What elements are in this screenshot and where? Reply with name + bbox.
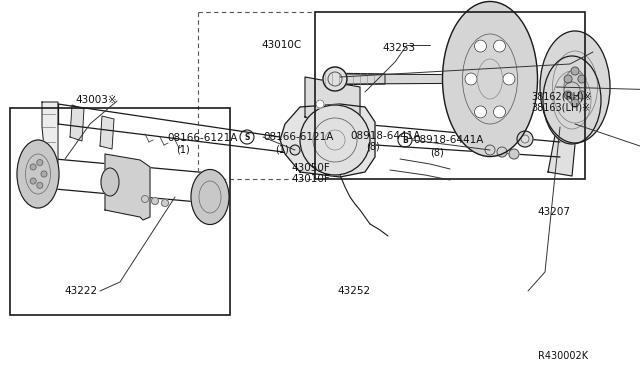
Circle shape	[37, 160, 43, 166]
Text: 43010F: 43010F	[291, 174, 330, 184]
Polygon shape	[305, 77, 360, 127]
Text: R430002K: R430002K	[538, 352, 588, 361]
Circle shape	[474, 40, 486, 52]
Text: 38162(RH)※: 38162(RH)※	[531, 92, 592, 102]
Circle shape	[474, 106, 486, 118]
Polygon shape	[105, 154, 150, 220]
Ellipse shape	[564, 70, 586, 105]
Circle shape	[564, 82, 580, 98]
Circle shape	[316, 100, 324, 108]
Circle shape	[152, 198, 159, 205]
Text: 08166-6121A: 08166-6121A	[263, 132, 333, 142]
Text: (8): (8)	[366, 141, 380, 151]
Circle shape	[465, 73, 477, 85]
Ellipse shape	[191, 170, 229, 224]
Polygon shape	[100, 116, 114, 149]
Circle shape	[30, 178, 36, 184]
Circle shape	[497, 147, 507, 157]
Circle shape	[485, 145, 495, 155]
Circle shape	[300, 105, 370, 175]
Polygon shape	[70, 105, 84, 141]
Circle shape	[564, 75, 572, 83]
Text: 08918-6441A: 08918-6441A	[351, 131, 421, 141]
Circle shape	[493, 106, 506, 118]
Circle shape	[571, 99, 579, 107]
Ellipse shape	[17, 140, 59, 208]
Circle shape	[30, 164, 36, 170]
Text: 43010C: 43010C	[261, 41, 301, 50]
Ellipse shape	[442, 1, 538, 157]
Circle shape	[517, 131, 533, 147]
Ellipse shape	[101, 168, 119, 196]
Text: 43222: 43222	[64, 286, 97, 296]
Bar	[10, 108, 230, 315]
Text: (8): (8)	[430, 147, 444, 157]
Polygon shape	[280, 104, 375, 177]
Circle shape	[509, 149, 519, 159]
Text: 43253: 43253	[383, 43, 416, 52]
Polygon shape	[325, 73, 385, 85]
Text: 43050F: 43050F	[291, 163, 330, 173]
Text: 43003※: 43003※	[76, 96, 117, 105]
Text: B: B	[402, 135, 408, 144]
Circle shape	[493, 40, 506, 52]
Circle shape	[41, 171, 47, 177]
Ellipse shape	[540, 31, 610, 143]
Ellipse shape	[543, 56, 601, 144]
Circle shape	[37, 182, 43, 188]
Circle shape	[503, 73, 515, 85]
Polygon shape	[345, 74, 515, 84]
Text: 08918-6441A: 08918-6441A	[413, 135, 483, 145]
Polygon shape	[548, 130, 576, 176]
Text: (1): (1)	[176, 145, 189, 154]
Text: 43252: 43252	[338, 286, 371, 296]
Circle shape	[290, 145, 300, 155]
Polygon shape	[42, 102, 58, 187]
Circle shape	[323, 67, 347, 91]
Text: 43207: 43207	[538, 207, 571, 217]
Circle shape	[571, 67, 579, 75]
Text: 38163(LH)※: 38163(LH)※	[531, 102, 591, 112]
Text: (1): (1)	[275, 144, 289, 154]
Bar	[315, 12, 585, 179]
Circle shape	[578, 75, 586, 83]
Text: S: S	[244, 132, 250, 141]
Circle shape	[578, 91, 586, 99]
Text: 08166-6121A: 08166-6121A	[168, 133, 238, 142]
Circle shape	[141, 196, 148, 202]
Circle shape	[564, 91, 572, 99]
Circle shape	[161, 199, 168, 206]
